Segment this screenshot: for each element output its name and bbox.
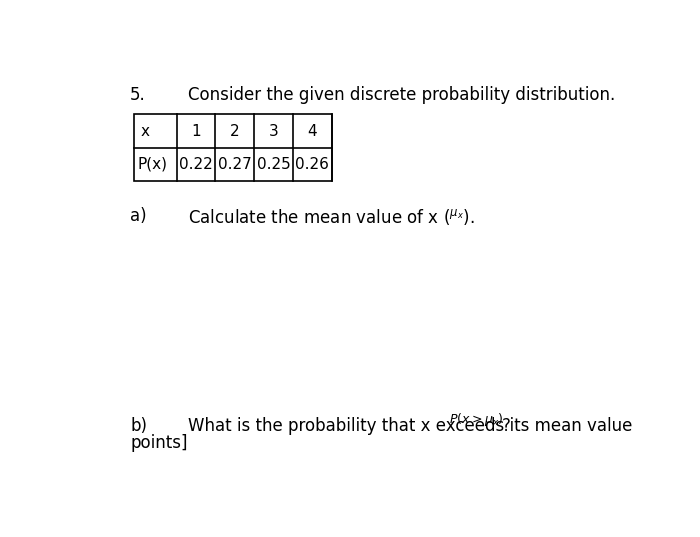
Text: a): a)	[130, 207, 147, 225]
Text: 1: 1	[191, 124, 201, 139]
Text: 0.22: 0.22	[179, 157, 213, 172]
Text: 3: 3	[269, 124, 279, 139]
Text: 2: 2	[230, 124, 239, 139]
Bar	[134, 114, 332, 181]
Text: b): b)	[130, 417, 147, 435]
Text: What is the probability that x exceeds its mean value: What is the probability that x exceeds i…	[188, 417, 633, 435]
Text: $P(x > \mu_x)$: $P(x > \mu_x)$	[449, 411, 503, 428]
Text: Calculate the mean value of x ($^{\mu_x}$).: Calculate the mean value of x ($^{\mu_x}…	[188, 207, 475, 227]
Text: points]: points]	[130, 434, 188, 452]
Text: Consider the given discrete probability distribution.: Consider the given discrete probability …	[188, 86, 615, 104]
Text: P(x): P(x)	[137, 157, 167, 172]
Text: ?: ?	[502, 417, 511, 435]
Text: 4: 4	[307, 124, 317, 139]
Text: x: x	[140, 124, 149, 139]
Text: 0.27: 0.27	[218, 157, 251, 172]
Text: 0.25: 0.25	[257, 157, 290, 172]
Text: 5.: 5.	[130, 86, 146, 104]
Text: 0.26: 0.26	[295, 157, 329, 172]
